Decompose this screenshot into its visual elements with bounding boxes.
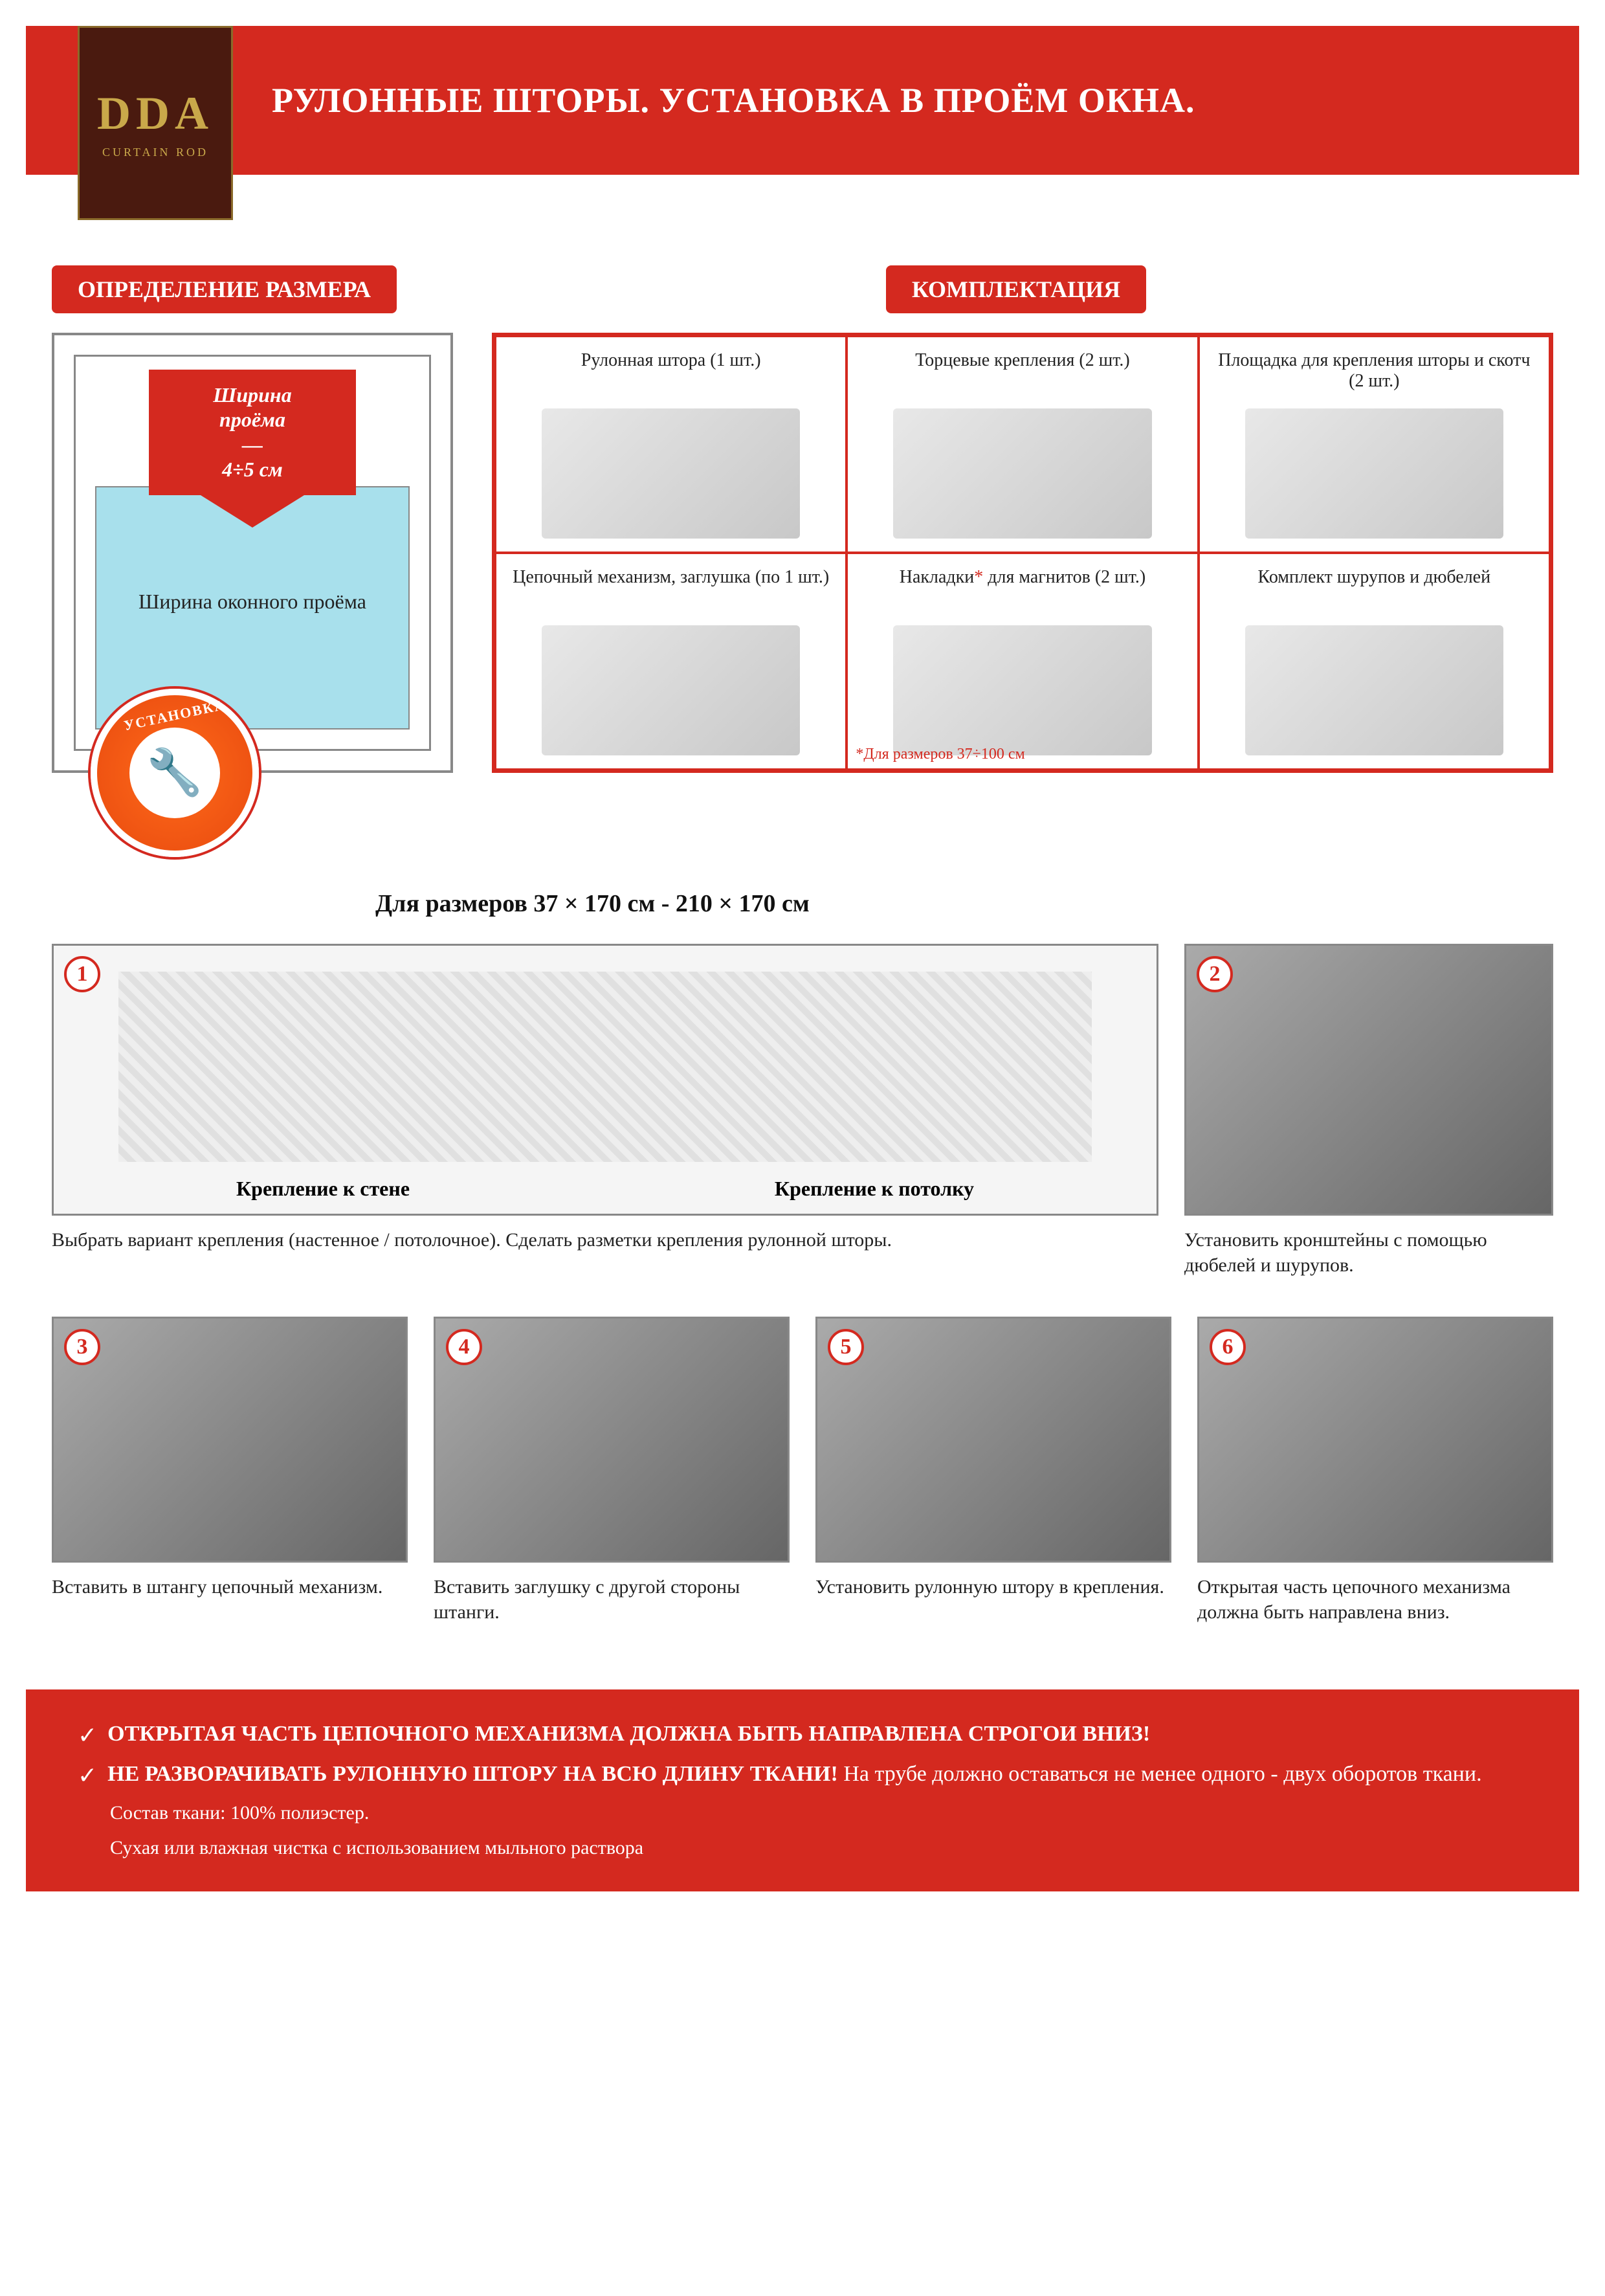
kit-grid: Рулонная штора (1 шт.) Торцевые креплени… [492, 333, 1553, 773]
step1-label-wall: Крепление к стене [236, 1177, 410, 1201]
step-num: 6 [1210, 1329, 1246, 1365]
ribbon-l4: 4÷5 см [168, 457, 337, 482]
step-6: 6 Открытая часть цепочного механизма дол… [1197, 1317, 1553, 1625]
step-caption: Выбрать вариант крепления (настенное / п… [52, 1227, 1158, 1253]
steps-row-1: 1 Крепление к стене Крепление к потолку … [52, 944, 1553, 1278]
kit-cell-1: Рулонная штора (1 шт.) [495, 336, 847, 553]
step-5-photo [817, 1319, 1169, 1561]
footer-care: Сухая или влажная чистка с использование… [110, 1837, 1527, 1859]
kit-title-3: Площадка для крепления шторы и скотч (2 … [1213, 350, 1536, 402]
header-band: DDA CURTAIN ROD РУЛОННЫЕ ШТОРЫ. УСТАНОВК… [26, 26, 1579, 175]
top-row: Ширина проёма — 4÷5 см Ширина оконного п… [52, 333, 1553, 773]
step-caption: Установить рулонную штору в крепления. [815, 1574, 1171, 1599]
kit-title-6: Комплект шурупов и дюбелей [1258, 567, 1491, 619]
step-1-diagram [118, 972, 1092, 1162]
footer-band: ✓ ОТКРЫТАЯ ЧАСТЬ ЦЕПОЧНОГО МЕХАНИЗМА ДОЛ… [26, 1689, 1579, 1891]
kit-image-placeholder [893, 408, 1151, 539]
wrench-screwdriver-icon: 🔧 [129, 728, 220, 818]
step-num: 4 [446, 1329, 482, 1365]
kit-title-1: Рулонная штора (1 шт.) [581, 350, 761, 402]
step-3: 3 Вставить в штангу цепочный механизм. [52, 1317, 408, 1625]
step-4: 4 Вставить заглушку с другой стороны шта… [434, 1317, 790, 1625]
step-4-photo [436, 1319, 788, 1561]
step-2: 2 Установить кронштейны с помощью дюбеле… [1184, 944, 1553, 1278]
ribbon-l3: — [168, 432, 337, 457]
window-width-label: Ширина оконного проёма [76, 590, 429, 614]
page-title: РУЛОННЫЕ ШТОРЫ. УСТАНОВКА В ПРОЁМ ОКНА. [272, 80, 1195, 120]
step-2-photo [1186, 946, 1551, 1214]
step-num: 1 [64, 956, 100, 992]
step-num: 3 [64, 1329, 100, 1365]
step-caption: Открытая часть цепочного механизма должн… [1197, 1574, 1553, 1625]
kit5-pre: Накладки [900, 567, 975, 587]
kit-panel: Рулонная штора (1 шт.) Торцевые креплени… [492, 333, 1553, 773]
step-caption: Вставить в штангу цепочный механизм. [52, 1574, 408, 1599]
kit-section-label: КОМПЛЕКТАЦИЯ [886, 265, 1146, 313]
size-section-label: ОПРЕДЕЛЕНИЕ РАЗМЕРА [52, 265, 397, 313]
step-3-photo [54, 1319, 406, 1561]
step-6-box: 6 [1197, 1317, 1553, 1563]
install-badge: УСТАНОВКА 🔧 [91, 689, 259, 857]
kit-title-2: Торцевые крепления (2 шт.) [915, 350, 1129, 402]
kit-cell-4: Цепочный механизм, заглушка (по 1 шт.) [495, 553, 847, 770]
size-panel: Ширина проёма — 4÷5 см Ширина оконного п… [52, 333, 453, 773]
step-5-box: 5 [815, 1317, 1171, 1563]
step-5: 5 Установить рулонную штору в крепления. [815, 1317, 1171, 1625]
content: ОПРЕДЕЛЕНИЕ РАЗМЕРА КОМПЛЕКТАЦИЯ Ширина … [0, 175, 1605, 1651]
steps-row-2: 3 Вставить в штангу цепочный механизм. 4… [52, 1317, 1553, 1625]
kit-image-placeholder [542, 625, 800, 755]
step1-label-ceiling: Крепление к потолку [775, 1177, 974, 1201]
footer-line2-rest: На трубе должно оставаться не менее одно… [838, 1762, 1482, 1786]
logo-text: DDA [97, 87, 214, 140]
kit-image-placeholder [542, 408, 800, 539]
kit-image-placeholder [893, 625, 1151, 755]
step-2-box: 2 [1184, 944, 1553, 1216]
kit-cell-6: Комплект шурупов и дюбелей [1199, 553, 1550, 770]
size-ribbon: Ширина проёма — 4÷5 см [149, 370, 356, 495]
footer-line2-bold: НЕ РАЗВОРАЧИВАТЬ РУЛОННУЮ ШТОРУ НА ВСЮ Д… [107, 1762, 838, 1786]
window-diagram: Ширина проёма — 4÷5 см Ширина оконного п… [52, 333, 453, 773]
step-caption: Установить кронштейны с помощью дюбелей … [1184, 1227, 1553, 1278]
check-icon: ✓ [78, 1722, 97, 1749]
size-range-heading: Для размеров 37 × 170 см - 210 × 170 см [375, 889, 1553, 918]
kit5-post: для магнитов (2 шт.) [983, 567, 1146, 587]
check-icon: ✓ [78, 1762, 97, 1789]
kit-image-placeholder [1245, 408, 1503, 539]
kit-title-4: Цепочный механизм, заглушка (по 1 шт.) [513, 567, 829, 619]
kit-image-placeholder [1245, 625, 1503, 755]
kit-cell-2: Торцевые крепления (2 шт.) [847, 336, 1198, 553]
step-6-photo [1199, 1319, 1551, 1561]
step-num: 5 [828, 1329, 864, 1365]
kit-cell-5: Накладки* для магнитов (2 шт.) *Для разм… [847, 553, 1198, 770]
step-3-box: 3 [52, 1317, 408, 1563]
kit-footnote: *Для размеров 37÷100 см [856, 746, 1024, 763]
step-caption: Вставить заглушку с другой стороны штанг… [434, 1574, 790, 1625]
section-labels: ОПРЕДЕЛЕНИЕ РАЗМЕРА КОМПЛЕКТАЦИЯ [52, 265, 1553, 313]
step-1-box: 1 Крепление к стене Крепление к потолку [52, 944, 1158, 1216]
step-4-box: 4 [434, 1317, 790, 1563]
footer-warning-1: ✓ ОТКРЫТАЯ ЧАСТЬ ЦЕПОЧНОГО МЕХАНИЗМА ДОЛ… [78, 1722, 1527, 1749]
footer-warning-2: ✓ НЕ РАЗВОРАЧИВАТЬ РУЛОННУЮ ШТОРУ НА ВСЮ… [78, 1762, 1527, 1789]
logo-subtitle: CURTAIN ROD [102, 146, 208, 159]
kit-title-5: Накладки* для магнитов (2 шт.) [900, 567, 1146, 619]
kit-cell-3: Площадка для крепления шторы и скотч (2 … [1199, 336, 1550, 553]
footer-material: Состав ткани: 100% полиэстер. [110, 1802, 1527, 1824]
step-num: 2 [1197, 956, 1233, 992]
step-1-labels: Крепление к стене Крепление к потолку [54, 1177, 1157, 1201]
kit5-star: * [974, 567, 983, 587]
footer-line1-text: ОТКРЫТАЯ ЧАСТЬ ЦЕПОЧНОГО МЕХАНИЗМА ДОЛЖН… [107, 1722, 1150, 1746]
ribbon-l2: проёма [168, 407, 337, 432]
step-1: 1 Крепление к стене Крепление к потолку … [52, 944, 1158, 1278]
ribbon-l1: Ширина [168, 383, 337, 407]
logo: DDA CURTAIN ROD [78, 26, 233, 220]
